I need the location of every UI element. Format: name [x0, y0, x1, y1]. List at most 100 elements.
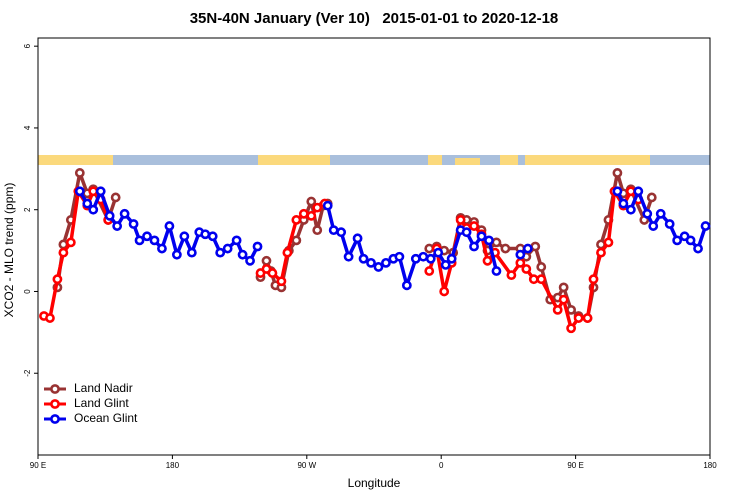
land-band [500, 155, 518, 165]
point [476, 231, 487, 242]
point [491, 266, 502, 276]
point [112, 221, 123, 231]
point [252, 241, 263, 252]
point [291, 215, 302, 225]
point [291, 235, 302, 246]
y-tick-label: 2 [23, 207, 32, 212]
point [558, 282, 569, 293]
land-mask [38, 155, 710, 165]
legend-label: Land Nadir [74, 381, 133, 395]
legend-marker [50, 384, 60, 394]
point [642, 208, 653, 219]
point [596, 247, 606, 258]
land-band [428, 155, 442, 165]
chart-title: 35N-40N January (Ver 10) 2015-01-01 to 2… [190, 10, 559, 27]
point [58, 247, 69, 258]
point [588, 274, 599, 285]
legend-label: Ocean Glint [74, 411, 138, 425]
ocean-band [38, 155, 710, 165]
point [343, 251, 354, 262]
point [282, 247, 293, 258]
point [306, 210, 317, 221]
point [424, 266, 435, 276]
point [110, 192, 121, 203]
point [134, 235, 145, 246]
y-tick-label: 6 [23, 43, 32, 48]
point [373, 262, 384, 272]
point [88, 204, 99, 215]
point [410, 253, 421, 264]
point [648, 221, 659, 231]
point [245, 255, 255, 266]
point [446, 253, 457, 264]
land-band [38, 155, 113, 165]
point [128, 219, 139, 229]
point [95, 186, 106, 197]
point [119, 208, 130, 219]
point [461, 227, 472, 238]
point [366, 257, 376, 268]
point [536, 262, 547, 272]
x-tick-label: 90 E [567, 461, 583, 470]
land-band [455, 158, 480, 165]
point [424, 243, 435, 254]
x-axis-label: Longitude [348, 476, 401, 490]
point [394, 251, 405, 262]
land-band [525, 155, 650, 165]
point [625, 204, 636, 215]
series [74, 186, 711, 291]
point [312, 202, 323, 213]
point [401, 280, 412, 291]
point [573, 313, 584, 323]
point [528, 274, 539, 285]
point [433, 247, 444, 258]
point [552, 304, 563, 315]
point [484, 235, 494, 246]
point [88, 186, 99, 197]
series-line [43, 189, 640, 331]
point [536, 274, 547, 285]
point [646, 192, 657, 203]
point [700, 221, 711, 231]
point [267, 268, 278, 278]
point [149, 235, 160, 246]
x-tick-label: 0 [439, 461, 444, 470]
point [612, 186, 623, 197]
point [237, 249, 248, 260]
point [655, 208, 666, 219]
point [381, 257, 391, 268]
point [440, 259, 451, 270]
point [322, 200, 333, 211]
point [200, 229, 211, 240]
land-band [258, 155, 330, 165]
point [482, 255, 493, 266]
point [522, 243, 533, 254]
point [455, 215, 466, 225]
point [179, 231, 190, 242]
point [261, 255, 272, 266]
point [65, 237, 76, 248]
point [425, 253, 436, 264]
point [672, 235, 683, 246]
point [491, 237, 502, 248]
point [530, 241, 541, 252]
point [633, 186, 644, 197]
point [506, 270, 517, 281]
point [469, 241, 479, 252]
point [515, 257, 526, 268]
point [618, 198, 629, 209]
point [439, 286, 450, 297]
point [207, 231, 218, 242]
point [306, 196, 317, 207]
legend-marker [50, 399, 60, 409]
point [142, 231, 152, 242]
point [358, 253, 369, 264]
y-tick-label: 0 [23, 289, 32, 294]
point [612, 168, 623, 178]
point [515, 249, 526, 260]
point [157, 243, 167, 254]
point [418, 251, 429, 262]
point [74, 168, 85, 178]
point [328, 225, 339, 236]
